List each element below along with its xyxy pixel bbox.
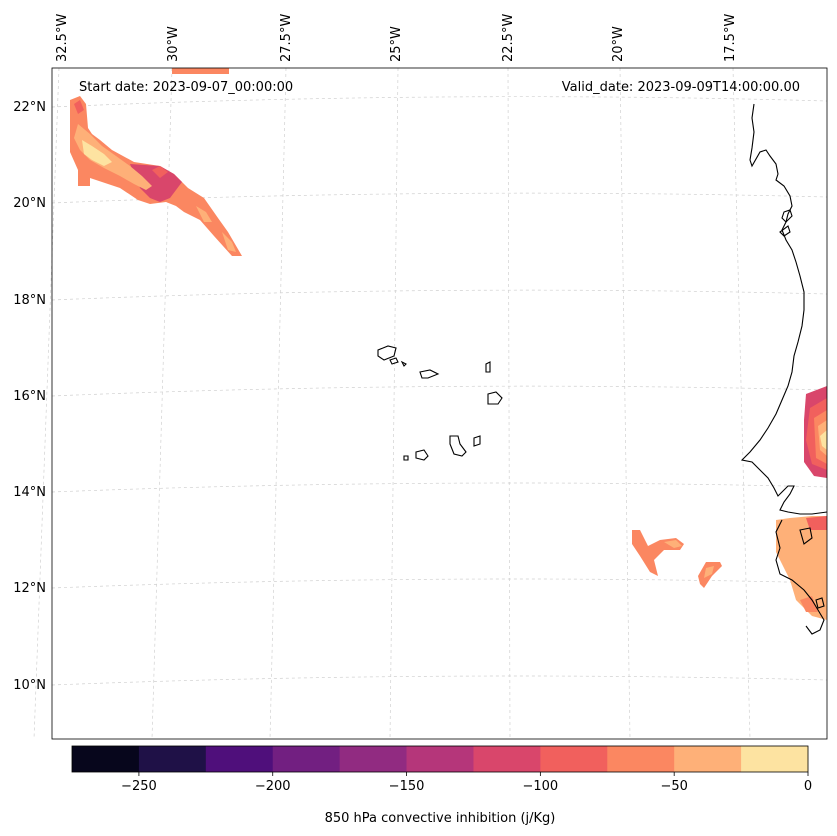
parallel-22n bbox=[51, 96, 828, 108]
meridian-22.5w bbox=[507, 67, 511, 740]
meridian-27.5w bbox=[269, 67, 287, 740]
cin-region-east-12n bbox=[776, 516, 827, 620]
island-santa-luzia bbox=[400, 360, 407, 367]
west-africa-coast bbox=[740, 103, 828, 515]
island-santo-antao bbox=[377, 345, 397, 361]
colorbar-swatches bbox=[72, 746, 809, 772]
colorbar-tick-label: 0 bbox=[804, 779, 812, 794]
parallel-10n bbox=[51, 675, 828, 686]
island-santiago bbox=[449, 435, 467, 457]
colorbar-tick-label: −250 bbox=[121, 779, 157, 794]
parallel-12n bbox=[51, 578, 828, 589]
colorbar-swatch bbox=[674, 746, 742, 772]
colorbar-frame bbox=[71, 745, 809, 773]
coastline bbox=[740, 103, 828, 635]
graticule bbox=[33, 67, 828, 740]
map-panel bbox=[33, 67, 828, 740]
meridian-32.5w bbox=[33, 67, 60, 740]
meridian-17.5w bbox=[732, 67, 751, 740]
island-sao-vicente bbox=[389, 357, 399, 365]
island-sal bbox=[485, 361, 491, 373]
colorbar-swatch bbox=[138, 746, 207, 772]
cin-region-northwest-band bbox=[70, 96, 242, 256]
lon-label: 22.5°W bbox=[501, 14, 516, 62]
latitude-labels: 22°N 20°N 18°N 16°N 14°N 12°N 10°N bbox=[13, 100, 46, 693]
bijagos-island-2 bbox=[815, 597, 825, 609]
cape-verde-islands bbox=[377, 345, 503, 461]
coast-inlet bbox=[781, 209, 793, 223]
colorbar-swatch bbox=[72, 746, 140, 772]
parallel-16n bbox=[51, 385, 828, 397]
colorbar-ticks: −250 −200 −150 −100 −50 0 bbox=[121, 772, 812, 794]
parallel-14n bbox=[51, 482, 828, 493]
lat-label: 10°N bbox=[13, 678, 46, 693]
island-boa-vista bbox=[487, 391, 503, 405]
colorbar: −250 −200 −150 −100 −50 0 850 hPa convective … bbox=[71, 745, 812, 826]
bijagos-island-1 bbox=[799, 527, 813, 545]
colorbar-swatch bbox=[607, 746, 675, 772]
lat-label: 12°N bbox=[13, 581, 46, 596]
cin-region-east-15n bbox=[804, 386, 827, 478]
colorbar-tick-label: −100 bbox=[523, 779, 559, 794]
colorbar-tick-label: −150 bbox=[389, 779, 425, 794]
coast-island bbox=[779, 225, 791, 237]
valid-date-text: Valid_date: 2023-09-09T14:00:00.00 bbox=[562, 80, 800, 95]
colorbar-tick-label: −50 bbox=[660, 779, 687, 794]
colorbar-label: 850 hPa convective inhibition (j/Kg) bbox=[325, 811, 556, 826]
lat-label: 16°N bbox=[13, 389, 46, 404]
guinea-coast bbox=[775, 519, 825, 635]
map-background bbox=[52, 68, 827, 739]
meridian-25w bbox=[389, 67, 399, 740]
lon-label: 20°W bbox=[611, 26, 626, 62]
colorbar-swatch bbox=[473, 746, 541, 772]
island-sao-nicolau bbox=[419, 369, 440, 379]
lat-label: 18°N bbox=[13, 293, 46, 308]
colorbar-tick-label: −200 bbox=[255, 779, 291, 794]
island-maio bbox=[473, 435, 481, 447]
lon-label: 32.5°W bbox=[55, 14, 70, 62]
longitude-labels: 32.5°W 30°W 27.5°W 25°W 22.5°W 20°W 17.5… bbox=[55, 14, 738, 62]
meridian-30w bbox=[151, 67, 173, 740]
lat-label: 20°N bbox=[13, 196, 46, 211]
colorbar-swatch bbox=[741, 746, 809, 772]
lon-label: 25°W bbox=[389, 26, 404, 62]
start-date-text: Start date: 2023-09-07_00:00:00 bbox=[79, 80, 293, 95]
lon-label: 27.5°W bbox=[279, 14, 294, 62]
cin-region-top-strip bbox=[172, 68, 229, 74]
lat-label: 14°N bbox=[13, 485, 46, 500]
island-fogo bbox=[415, 449, 429, 461]
map-frame bbox=[51, 67, 828, 740]
colorbar-swatch bbox=[540, 746, 608, 772]
island-brava bbox=[403, 455, 409, 461]
colorbar-swatch bbox=[339, 746, 408, 772]
lon-label: 17.5°W bbox=[723, 14, 738, 62]
cin-region-20w-patches bbox=[632, 530, 722, 588]
lat-label: 22°N bbox=[13, 100, 46, 115]
parallel-18n bbox=[51, 289, 828, 301]
cin-contours bbox=[70, 68, 827, 620]
lon-label: 30°W bbox=[166, 26, 181, 62]
meridian-20w bbox=[619, 67, 631, 740]
colorbar-swatch bbox=[272, 746, 341, 772]
colorbar-swatch bbox=[205, 746, 274, 772]
colorbar-swatch bbox=[406, 746, 474, 772]
